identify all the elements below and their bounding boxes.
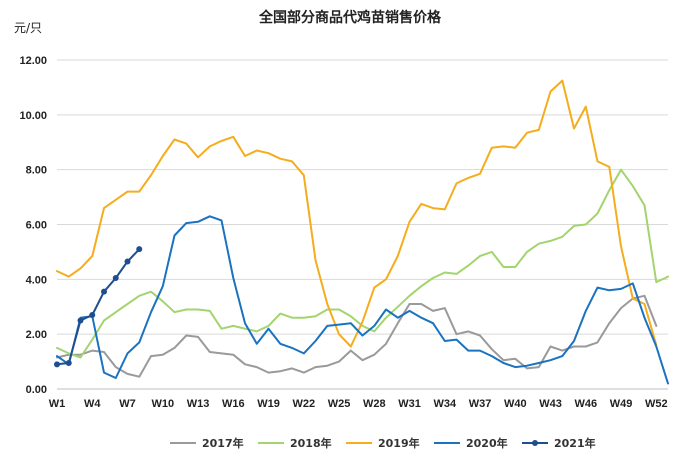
data-point (101, 288, 107, 295)
x-tick-label: W1 (49, 398, 66, 410)
data-point (136, 246, 143, 253)
x-tick-label: W28 (363, 398, 386, 410)
data-point (124, 258, 131, 265)
y-tick-label: 4.00 (26, 274, 47, 286)
series-line-2 (56, 79, 658, 348)
legend-label: 2021年 (554, 436, 596, 450)
x-tick-label: W49 (610, 398, 633, 410)
x-tick-label: W52 (645, 398, 668, 410)
y-tick-label: 2.00 (26, 329, 47, 341)
y-axis-label: 元/只 (14, 21, 42, 35)
series-line-4 (56, 248, 141, 366)
y-tick-labels: 0.00 2.00 4.00 6.00 8.00 10.00 12.00 (19, 55, 47, 396)
y-tick-label: 8.00 (26, 165, 47, 177)
series-line-3 (56, 215, 669, 385)
x-tick-label: W13 (187, 398, 210, 410)
x-tick-label: W7 (119, 398, 136, 410)
gridlines (57, 59, 668, 335)
chart-title: 全国部分商品代鸡苗销售价格 (258, 9, 442, 26)
x-tick-labels: W1 W4 W7 W10 W13 W16 W19 W22 W25 W28 W31 W34 W37 W40 W… (49, 398, 668, 410)
legend: 2017年 2018年 2019年 2020年 2021年 (170, 436, 596, 450)
data-point (77, 317, 84, 324)
y-tick-label: 6.00 (26, 220, 47, 232)
series-lines (54, 79, 669, 385)
legend-label: 2018年 (290, 436, 332, 450)
legend-label: 2019年 (378, 436, 420, 450)
y-tick-label: 10.00 (19, 110, 47, 122)
y-tick-label: 12.00 (19, 55, 47, 67)
x-tick-label: W31 (398, 398, 421, 410)
x-tick-label: W25 (328, 398, 351, 410)
y-tick-label: 0.00 (26, 384, 47, 396)
x-tick-label: W34 (433, 398, 457, 410)
legend-label: 2017年 (202, 436, 244, 450)
x-tick-label: W37 (469, 398, 492, 410)
x-tick-label: W43 (539, 398, 562, 410)
x-tick-label: W4 (84, 398, 101, 410)
x-tick-label: W40 (504, 398, 527, 410)
x-tick-label: W16 (222, 398, 245, 410)
x-tick-label: W10 (151, 398, 174, 410)
series-line-1 (56, 168, 669, 359)
x-tick-label: W22 (292, 398, 315, 410)
legend-label: 2020年 (466, 436, 508, 450)
data-point (112, 274, 119, 281)
x-tick-label: W46 (574, 398, 597, 410)
data-point (54, 361, 60, 368)
legend-marker (532, 440, 538, 446)
x-tick-label: W19 (257, 398, 280, 410)
data-point (65, 359, 72, 366)
data-point (89, 311, 96, 318)
series-line-0 (56, 294, 658, 378)
